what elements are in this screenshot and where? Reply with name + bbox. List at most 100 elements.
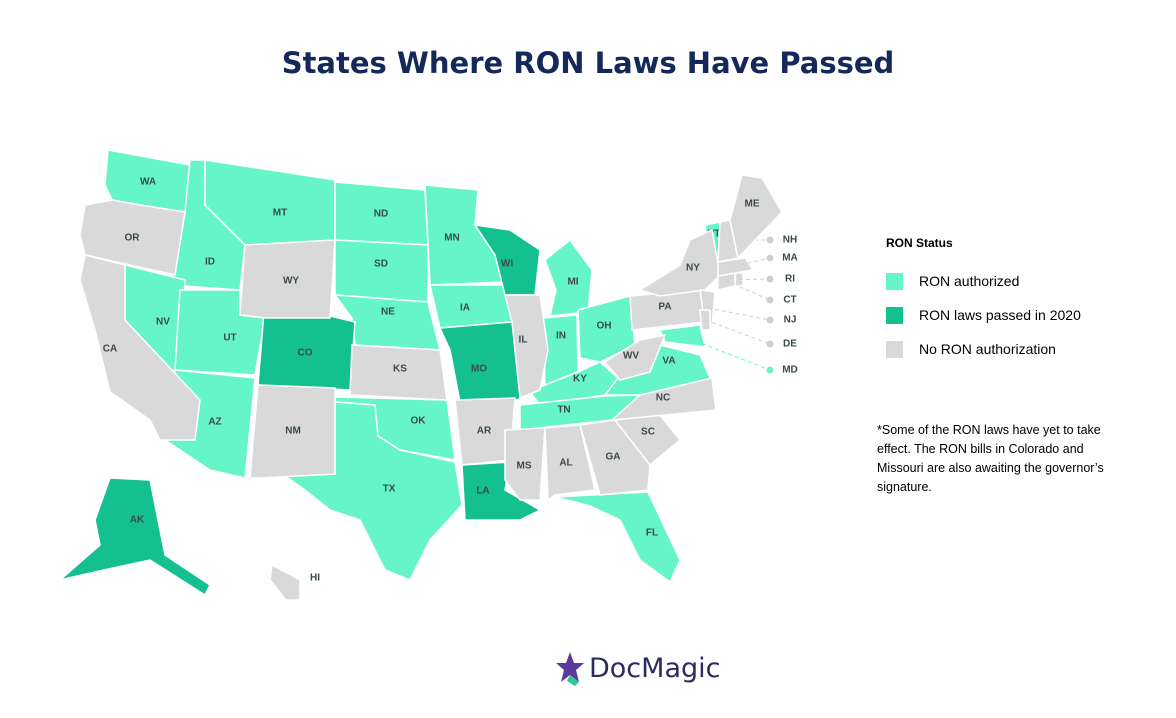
state-label: MA xyxy=(782,253,798,264)
leader-line xyxy=(733,257,771,267)
state-label: VT xyxy=(708,229,721,240)
state-label: ME xyxy=(745,199,760,210)
state xyxy=(279,401,463,581)
state-label: KS xyxy=(393,364,407,375)
state-label: CT xyxy=(783,295,796,306)
leader-dot xyxy=(766,296,774,304)
state-label: UT xyxy=(223,333,236,344)
state-label: WA xyxy=(140,177,156,188)
state-label: AZ xyxy=(208,417,221,428)
leader-dot xyxy=(766,275,774,283)
state-label: TN xyxy=(557,405,570,416)
state xyxy=(79,254,201,441)
logo-icon xyxy=(556,652,584,686)
leader-dot xyxy=(766,316,774,324)
legend-item: No RON authorization xyxy=(886,340,1056,358)
state xyxy=(334,239,429,303)
state-label: IL xyxy=(519,335,528,346)
state xyxy=(438,321,526,403)
state-label: AK xyxy=(130,515,145,526)
state xyxy=(269,563,301,601)
state-label: KY xyxy=(573,374,587,385)
state xyxy=(609,377,717,421)
state-label: OH xyxy=(597,321,612,332)
state-label: IA xyxy=(460,303,470,314)
state-label: RI xyxy=(785,274,795,285)
state-label: IN xyxy=(556,331,566,342)
legend-label: RON authorized xyxy=(919,273,1020,289)
state-label: TX xyxy=(383,484,396,495)
leader-dot xyxy=(766,340,774,348)
state-label: SC xyxy=(641,427,655,438)
state-label: PA xyxy=(658,302,671,313)
state-label: CO xyxy=(298,348,313,359)
state-label: AR xyxy=(477,426,492,437)
legend-item: RON authorized xyxy=(886,272,1019,290)
state-label: SD xyxy=(374,259,388,270)
state-label: NE xyxy=(381,307,395,318)
state-label: NY xyxy=(686,263,700,274)
state-label: HI xyxy=(310,573,320,584)
state-label: ID xyxy=(205,257,215,268)
legend-swatch xyxy=(886,306,903,324)
leader-line xyxy=(707,307,771,321)
state-label: MN xyxy=(444,233,460,244)
legend-item: RON laws passed in 2020 xyxy=(886,306,1081,324)
state-label: MS xyxy=(517,461,532,472)
state xyxy=(717,257,755,277)
logo-text: DocMagic xyxy=(589,652,721,684)
state-label: WY xyxy=(283,276,299,287)
state-label: ND xyxy=(374,209,388,220)
leader-line xyxy=(682,335,771,371)
legend-label: No RON authorization xyxy=(919,341,1056,357)
state xyxy=(554,491,681,584)
leader-line xyxy=(726,280,771,301)
state-label: MO xyxy=(471,364,487,375)
state-label: FL xyxy=(646,528,658,539)
state xyxy=(544,424,596,502)
legend-swatch xyxy=(886,272,903,290)
state-label: LA xyxy=(476,486,489,497)
legend-label: RON laws passed in 2020 xyxy=(919,307,1081,323)
state-label: NM xyxy=(285,426,301,437)
state-label: NJ xyxy=(784,315,797,326)
state xyxy=(603,333,667,381)
state-label: OR xyxy=(125,233,141,244)
state xyxy=(504,427,546,501)
legend-title: RON Status xyxy=(886,236,953,250)
leader-dot xyxy=(766,254,774,262)
leader-dot xyxy=(766,366,774,374)
leader-line xyxy=(738,278,771,280)
state xyxy=(579,419,651,496)
state-label: OK xyxy=(411,416,427,427)
state xyxy=(638,228,721,297)
state-label: AL xyxy=(559,458,572,469)
title: States Where RON Laws Have Passed xyxy=(281,46,895,80)
leader-dot xyxy=(766,236,774,244)
state-label: MI xyxy=(567,277,578,288)
state xyxy=(59,477,211,597)
note: *Some of the RON laws have yet to take e… xyxy=(877,423,1104,494)
state-label: NV xyxy=(156,317,170,328)
state-label: MD xyxy=(782,365,798,376)
state xyxy=(504,294,549,400)
legend-swatch xyxy=(886,340,903,358)
state xyxy=(239,239,336,319)
state-label: DE xyxy=(783,339,797,350)
state xyxy=(729,174,783,260)
state-label: GA xyxy=(606,452,621,463)
state xyxy=(79,199,186,276)
state-label: MT xyxy=(273,208,287,219)
logo: DocMagic xyxy=(555,650,720,686)
state-label: NC xyxy=(656,393,670,404)
state-label: WV xyxy=(623,351,639,362)
leader-line xyxy=(705,319,771,345)
state-label: NH xyxy=(783,235,797,246)
state xyxy=(349,344,448,401)
state xyxy=(699,309,711,331)
state xyxy=(249,384,336,479)
state-label: CA xyxy=(103,344,117,355)
state-label: VA xyxy=(662,356,675,367)
